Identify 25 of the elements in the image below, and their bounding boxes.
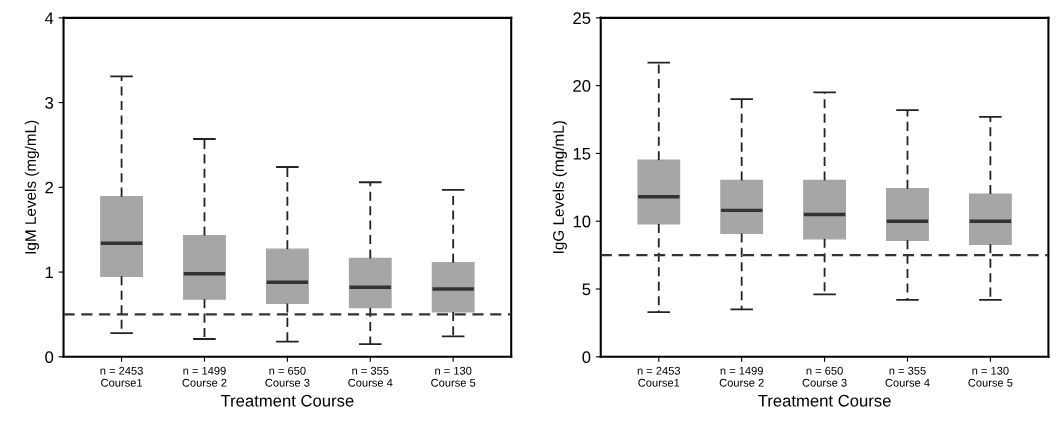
y-tick-label: 10 [573,215,591,228]
x-axis-title: Treatment Course [758,394,891,407]
x-tick-label: n = 650 Course 3 [265,366,310,387]
y-tick-label: 3 [45,96,54,109]
y-tick-label: 0 [582,351,591,363]
x-tick-label: n = 355 Course 4 [348,366,393,387]
y-tick-label: 2 [45,181,53,194]
y-tick-label: 1 [45,266,54,279]
y-tick-label: 0 [45,351,54,363]
x-tick-label: n = 1499 Course 2 [182,366,227,387]
x-tick-label: n = 130 Course 5 [968,366,1013,387]
y-axis-title: IgG Levels (mg/mL) [552,121,567,253]
y-tick-label: 20 [573,80,591,92]
x-axis-title: Treatment Course [220,394,354,407]
y-tick-label: 15 [573,148,591,160]
x-tick-label: n = 130 Course 5 [431,366,476,387]
x-tick-label: n = 1499 Course 2 [719,366,764,387]
x-tick-label: n = 650 Course 3 [802,366,847,387]
y-tick-label: 4 [44,12,54,24]
x-tick-label: n = 2453 Course1 [100,366,143,387]
y-tick-label: 25 [573,12,591,25]
x-tick-label: n = 2453 Course1 [637,366,681,387]
y-tick-label: 5 [582,283,591,296]
x-tick-label: n = 355 Course 4 [885,366,930,387]
y-axis-title: IgM Levels (mg/mL) [24,120,39,254]
